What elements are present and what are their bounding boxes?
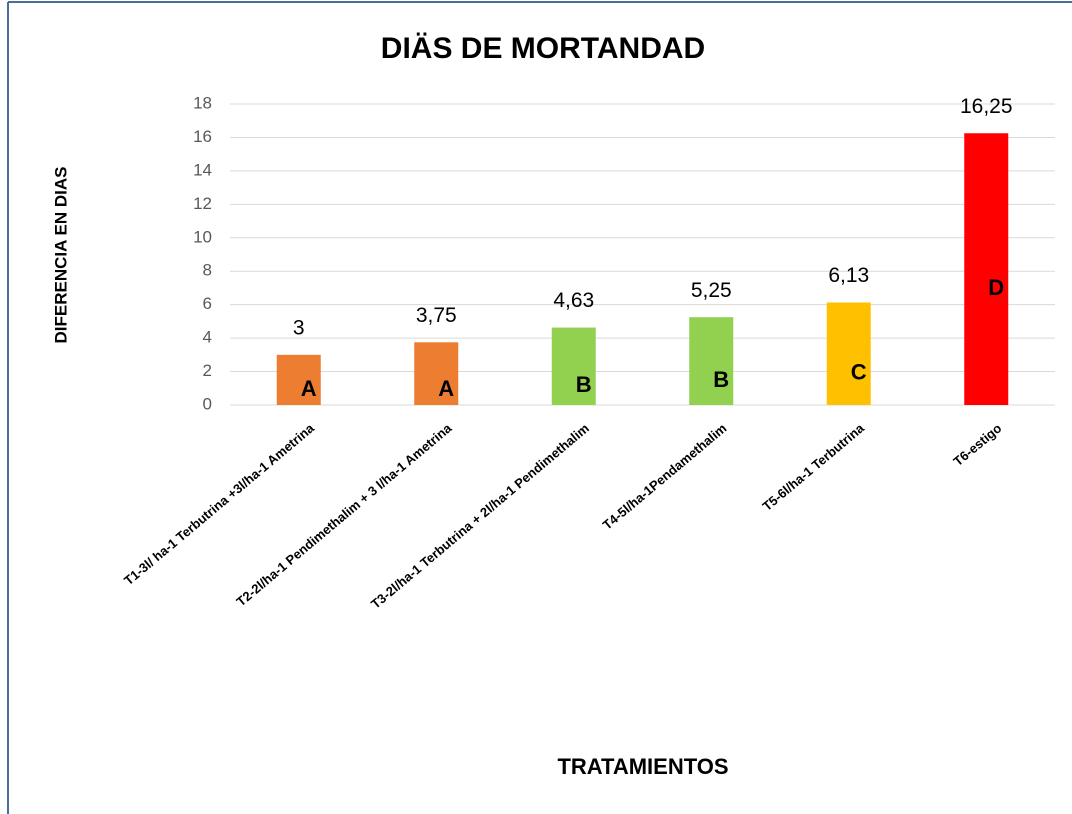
group-letter: B <box>576 372 592 397</box>
bar <box>964 133 1009 405</box>
group-letter: A <box>438 376 454 401</box>
y-tick-label: 0 <box>203 394 212 413</box>
bar <box>826 302 871 405</box>
value-label: 3 <box>293 316 305 339</box>
y-tick-label: 18 <box>193 93 212 112</box>
bar <box>414 342 459 405</box>
bar <box>276 354 321 405</box>
x-tick-label: T4-5l/ha-1Pendamethalim <box>600 420 730 532</box>
group-letter: D <box>988 275 1004 300</box>
x-tick-label: T3-2l/ha-1 Terbutrina + 2l/ha-1 Pendimet… <box>368 420 592 611</box>
value-label: 4,63 <box>553 289 594 312</box>
value-label: 5,25 <box>691 279 732 302</box>
chart-title: DIÄS DE MORTANDAD <box>381 32 705 65</box>
group-letter: A <box>301 376 317 401</box>
value-label: 3,75 <box>416 304 457 327</box>
x-tick-label: T5-6l/ha-1 Terbutrina <box>759 420 867 514</box>
bar <box>551 327 596 405</box>
group-letter: C <box>851 360 867 385</box>
y-tick-label: 16 <box>193 127 212 146</box>
y-tick-label: 14 <box>193 160 212 179</box>
y-tick-label: 10 <box>193 227 212 246</box>
x-tick-label: T6-estigo <box>950 420 1004 469</box>
y-axis-label: DIFERENCIA EN DIAS <box>51 167 70 344</box>
y-tick-label: 6 <box>203 294 212 313</box>
value-label: 6,13 <box>828 264 869 287</box>
bar <box>689 317 734 405</box>
y-tick-label: 4 <box>203 328 212 347</box>
x-tick-label: T2-2l/ha-1 Pendimethalim + 3 l/ha-1 Amet… <box>233 420 455 609</box>
group-letter: B <box>713 367 729 392</box>
y-tick-label: 8 <box>203 261 212 280</box>
y-tick-label: 12 <box>193 194 212 213</box>
y-tick-label: 2 <box>203 361 212 380</box>
x-axis-label: TRATAMIENTOS <box>557 754 728 779</box>
value-label: 16,25 <box>960 95 1013 118</box>
